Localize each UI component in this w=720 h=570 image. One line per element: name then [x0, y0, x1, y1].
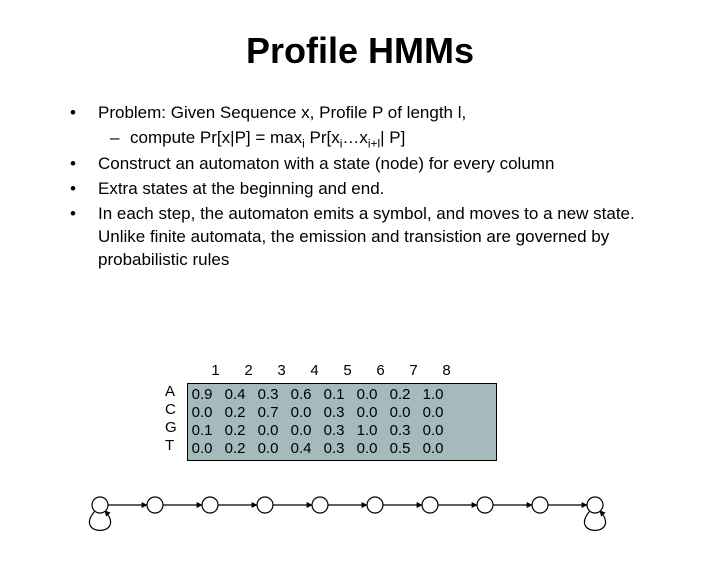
table-cell: 0.0 — [390, 404, 423, 422]
bullet-text: Problem: Given Sequence x, Profile P of … — [98, 102, 466, 125]
table-cell: 0.6 — [291, 386, 324, 404]
table-cell: 0.4 — [225, 386, 258, 404]
table-cell: 0.3 — [324, 404, 357, 422]
table-row: 0.10.20.00.00.31.00.30.0 — [192, 422, 492, 440]
table-cell: 0.5 — [390, 440, 423, 458]
subbullet-item: – compute Pr[x|P] = maxi Pr[xi…xi+l| P] — [110, 127, 650, 151]
table-cell: 0.1 — [192, 422, 225, 440]
col-header: 4 — [298, 362, 331, 379]
table-cell: 0.0 — [291, 422, 324, 440]
col-header: 6 — [364, 362, 397, 379]
subbullet-dash: – — [110, 127, 130, 151]
bullet-text: Extra states at the beginning and end. — [98, 178, 384, 201]
bullet-dot: • — [70, 178, 98, 201]
table-row: 0.00.20.70.00.30.00.00.0 — [192, 404, 492, 422]
table-cell: 0.2 — [225, 440, 258, 458]
bullet-dot: • — [70, 203, 98, 272]
subbullet-text: compute Pr[x|P] = maxi Pr[xi…xi+l| P] — [130, 127, 405, 151]
col-header: 8 — [430, 362, 463, 379]
table-cell: 0.0 — [423, 404, 456, 422]
table-cell: 0.2 — [225, 422, 258, 440]
bullet-item: • Problem: Given Sequence x, Profile P o… — [70, 102, 650, 125]
col-header: 3 — [265, 362, 298, 379]
page-title: Profile HMMs — [0, 30, 720, 72]
table-cell: 1.0 — [423, 386, 456, 404]
table-row-labels: ACGT — [165, 383, 177, 461]
row-label: A — [165, 383, 177, 401]
table-cell: 0.0 — [192, 404, 225, 422]
table-cell: 0.2 — [390, 386, 423, 404]
col-header: 7 — [397, 362, 430, 379]
bullet-item: • In each step, the automaton emits a sy… — [70, 203, 650, 272]
bullet-list: • Problem: Given Sequence x, Profile P o… — [70, 102, 650, 272]
col-header: 5 — [331, 362, 364, 379]
table-body: 0.90.40.30.60.10.00.21.00.00.20.70.00.30… — [187, 383, 497, 461]
table-cell: 0.0 — [423, 440, 456, 458]
table-cell: 0.0 — [357, 386, 390, 404]
bullet-dot: • — [70, 102, 98, 125]
table-cell: 0.0 — [192, 440, 225, 458]
table-cell: 0.0 — [423, 422, 456, 440]
row-label: G — [165, 419, 177, 437]
table-cell: 0.0 — [258, 440, 291, 458]
table-cell: 0.4 — [291, 440, 324, 458]
table-cell: 0.3 — [390, 422, 423, 440]
bullet-item: • Extra states at the beginning and end. — [70, 178, 650, 201]
bullet-text: Construct an automaton with a state (nod… — [98, 153, 554, 176]
bullet-item: • Construct an automaton with a state (n… — [70, 153, 650, 176]
table-cell: 0.3 — [324, 440, 357, 458]
table-col-headers: 12345678 — [199, 362, 497, 379]
bullet-text: In each step, the automaton emits a symb… — [98, 203, 650, 272]
table-cell: 0.0 — [291, 404, 324, 422]
table-cell: 0.9 — [192, 386, 225, 404]
automaton-diagram — [60, 470, 660, 550]
row-label: C — [165, 401, 177, 419]
table-cell: 1.0 — [357, 422, 390, 440]
table-cell: 0.7 — [258, 404, 291, 422]
table-cell: 0.0 — [357, 440, 390, 458]
bullet-dot: • — [70, 153, 98, 176]
table-cell: 0.3 — [324, 422, 357, 440]
table-cell: 0.2 — [225, 404, 258, 422]
table-cell: 0.3 — [258, 386, 291, 404]
table-cell: 0.0 — [357, 404, 390, 422]
probability-table: 12345678 ACGT 0.90.40.30.60.10.00.21.00.… — [165, 362, 497, 461]
table-row: 0.90.40.30.60.10.00.21.0 — [192, 386, 492, 404]
col-header: 1 — [199, 362, 232, 379]
row-label: T — [165, 437, 177, 455]
table-row: 0.00.20.00.40.30.00.50.0 — [192, 440, 492, 458]
table-cell: 0.0 — [258, 422, 291, 440]
table-cell: 0.1 — [324, 386, 357, 404]
col-header: 2 — [232, 362, 265, 379]
